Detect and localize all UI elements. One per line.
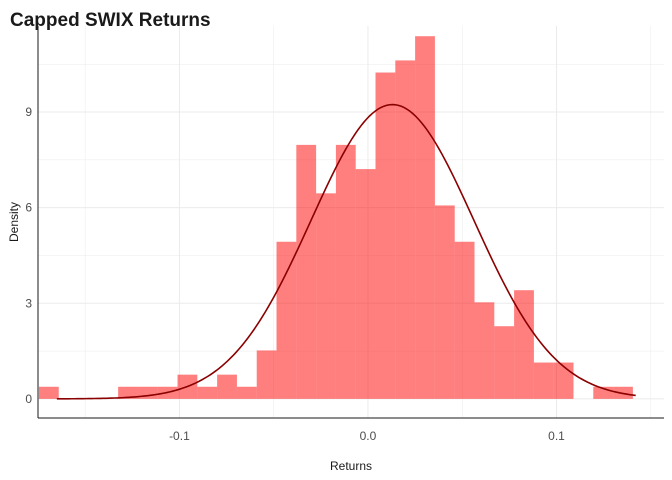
histogram-bar [375,72,396,399]
histogram-bar [494,326,515,399]
histogram-bar [316,193,336,399]
y-tick-label: 9 [25,105,32,119]
x-tick-label: 0.0 [360,429,377,443]
histogram-bar [533,362,554,399]
histogram-bar [454,241,475,399]
histogram-bar [355,169,376,399]
y-tick-label: 6 [25,201,32,215]
histogram-bar [553,362,574,399]
histogram-bar [236,386,257,399]
histogram-bar [434,205,455,399]
density-curve-layer [56,103,636,400]
histogram-bar [335,144,356,399]
histogram-bar [276,241,297,399]
histogram-bar [38,386,59,399]
histogram-bar [474,302,495,399]
histogram-bar [514,290,534,399]
x-tick-label: 0.1 [548,429,565,443]
y-tick-label: 3 [25,296,32,310]
axes [37,26,664,419]
tick-labels: -0.1 0.0 0.1 0 3 6 9 [25,105,565,443]
y-axis-title: Density [7,202,21,242]
histogram-bar [296,144,317,399]
chart-title: Capped SWIX Returns [10,10,211,31]
histogram-bar [217,374,237,399]
histogram-bar [395,60,416,399]
normal-density-curve [56,103,636,400]
histogram-bar [118,386,138,399]
histogram-bar [256,350,277,399]
y-tick-label: 0 [25,392,32,406]
histogram-bars [38,36,633,399]
histogram-bar [415,36,435,399]
x-axis-title: Returns [330,459,372,473]
histogram-bar [197,386,218,399]
x-tick-label: -0.1 [169,429,190,443]
